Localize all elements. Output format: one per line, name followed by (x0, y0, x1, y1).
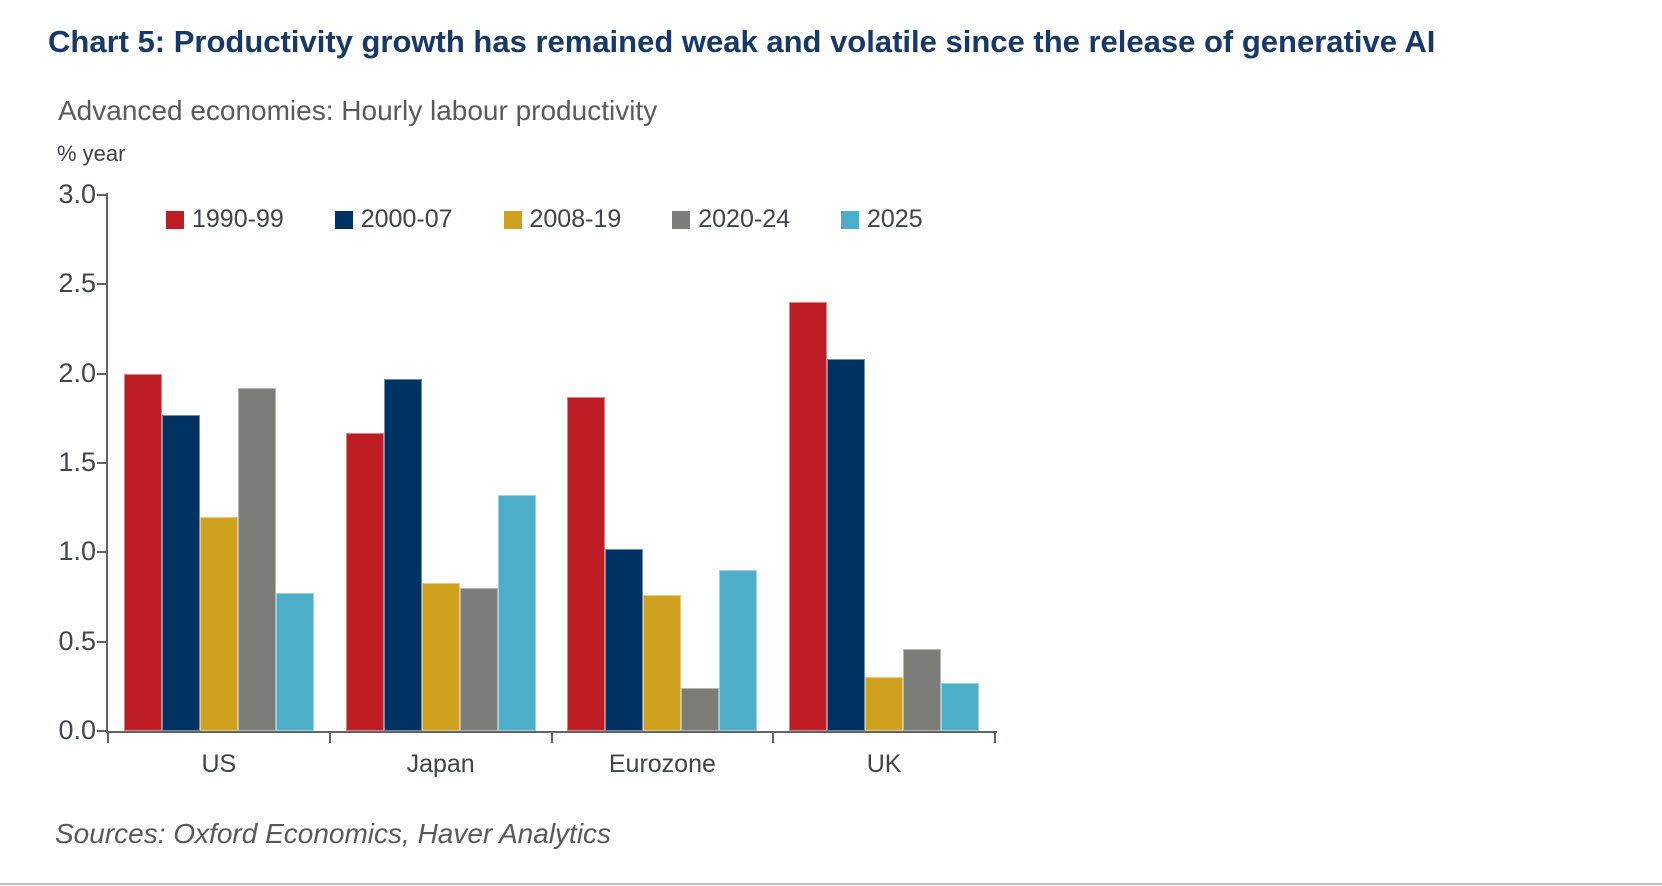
x-axis-tick (328, 733, 331, 743)
bar (275, 593, 314, 731)
bar (865, 677, 904, 731)
legend-swatch-2025 (841, 210, 859, 229)
legend-label: 2000-07 (360, 205, 453, 233)
bar (567, 396, 606, 731)
bar (605, 548, 644, 731)
x-axis-label: Japan (406, 750, 475, 778)
x-axis-label: US (201, 750, 237, 778)
y-axis-tick-label: 2.0 (58, 357, 96, 388)
x-axis-label: Eurozone (608, 750, 716, 778)
y-axis-tick-label: 1.0 (58, 536, 96, 567)
y-axis-tick (97, 372, 106, 375)
bar (789, 302, 828, 731)
sources-note: Sources: Oxford Economics, Haver Analyti… (55, 818, 612, 849)
legend: 1990-99 2000-07 2008-19 2020-24 2025 (166, 205, 923, 234)
y-axis-line (106, 193, 108, 733)
bar (903, 648, 942, 731)
y-axis-unit-label: % year (57, 141, 126, 166)
bar (681, 688, 720, 731)
bar (643, 595, 682, 731)
x-axis-line (106, 731, 997, 733)
bar (941, 682, 980, 731)
x-axis-tick (550, 733, 553, 743)
bar (827, 359, 866, 731)
legend-swatch-1990-99 (166, 210, 184, 229)
legend-item: 2020-24 (672, 205, 790, 234)
x-axis-label: UK (866, 750, 902, 778)
bar (719, 570, 758, 731)
legend-item: 2008-19 (503, 205, 622, 234)
y-axis-tick-label: 3.0 (58, 179, 96, 209)
legend-label: 2020-24 (698, 205, 790, 233)
bar (199, 516, 238, 731)
chart-subtitle: Advanced economies: Hourly labour produc… (58, 95, 658, 126)
legend-swatch-2020-24 (672, 210, 691, 229)
y-axis-tick (97, 283, 106, 286)
y-axis-tick-label: 1.5 (58, 447, 96, 477)
y-axis-tick (97, 551, 106, 554)
y-axis-tick (97, 194, 106, 196)
bar (383, 379, 422, 731)
bar (497, 495, 536, 731)
legend-label: 2008-19 (529, 205, 622, 233)
x-axis-tick (772, 733, 775, 743)
bar (345, 432, 384, 731)
bar (459, 588, 498, 731)
y-axis-tick (97, 640, 106, 643)
x-axis-tick (107, 733, 109, 743)
bar (161, 414, 200, 731)
y-axis-tick (97, 730, 106, 732)
legend-label: 2025 (867, 205, 923, 233)
bar (123, 373, 162, 731)
y-axis-tick-label: 0.5 (58, 625, 96, 656)
bar (237, 387, 276, 731)
legend-item: 1990-99 (166, 205, 284, 234)
y-axis-tick (97, 462, 106, 464)
bottom-divider (0, 883, 1662, 885)
legend-item: 2025 (841, 205, 923, 234)
chart-title: Chart 5: Productivity growth has remaine… (48, 24, 1436, 59)
legend-swatch-2008-19 (503, 210, 522, 229)
bar (421, 582, 460, 731)
legend-swatch-2000-07 (334, 210, 353, 229)
x-axis-tick (994, 733, 996, 743)
legend-label: 1990-99 (192, 205, 284, 233)
y-axis-tick-label: 0.0 (58, 715, 96, 745)
y-axis-tick-label: 2.5 (58, 268, 96, 299)
legend-item: 2000-07 (334, 205, 453, 234)
